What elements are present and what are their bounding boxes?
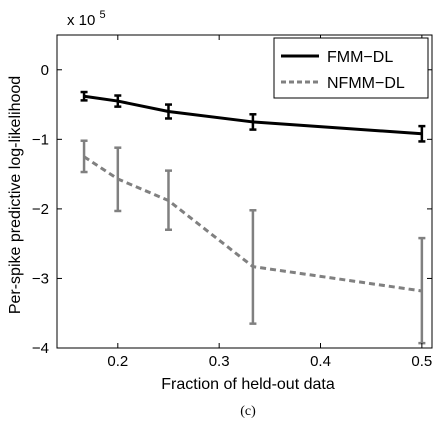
figure-caption: (c)	[240, 404, 256, 419]
x-tick-label: 0.4	[310, 353, 331, 370]
legend-label-fmm-dl: FMM−DL	[327, 49, 393, 66]
legend-label-nfmm-dl: NFMM−DL	[327, 75, 405, 92]
axis-multiplier-base: x 10	[67, 12, 95, 29]
axes: 0.2 0.3 0.4 0.5 0 −1 −2 −3 −4	[32, 34, 433, 370]
y-tick-label: −2	[32, 201, 49, 218]
series-line-nfmm-dl	[83, 155, 423, 293]
x-tick-label: 0.5	[411, 353, 432, 370]
y-tick-label: 0	[41, 62, 49, 79]
x-tick-label: 0.2	[107, 353, 128, 370]
legend-box	[273, 37, 429, 99]
plot-frame	[56, 34, 433, 349]
y-axis-label: Per-spike predictive log-likelihood	[7, 76, 24, 314]
y-tick-label: −3	[32, 270, 49, 287]
axis-multiplier-exponent: 5	[100, 9, 106, 21]
legend: FMM−DL NFMM−DL	[273, 37, 429, 99]
y-tick-label: −4	[32, 340, 49, 357]
x-axis-label: Fraction of held-out data	[161, 376, 335, 393]
series-line-fmm-dl	[83, 94, 422, 136]
axis-multiplier: x 10 5	[67, 9, 106, 29]
plot-area	[80, 90, 426, 345]
x-tick-label: 0.3	[209, 353, 230, 370]
y-tick-label: −1	[32, 131, 49, 148]
